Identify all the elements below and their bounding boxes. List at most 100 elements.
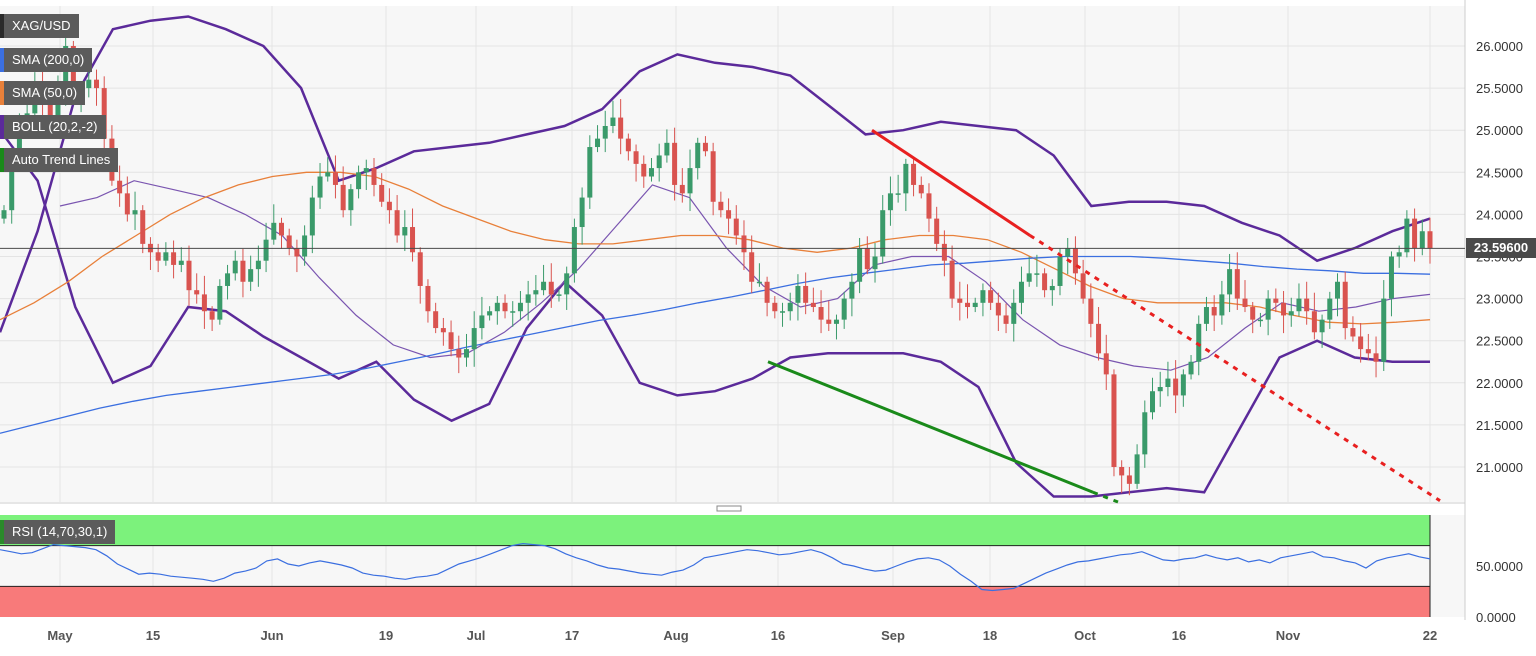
candle-body: [903, 163, 909, 194]
y-tick-label: 21.0000: [1476, 460, 1523, 475]
candle-body: [124, 193, 130, 215]
candle-body: [1142, 412, 1148, 455]
candle-body: [595, 138, 601, 148]
candle-body: [941, 243, 947, 261]
candle-body: [517, 302, 523, 312]
candle-body: [887, 193, 893, 211]
x-tick-label: 16: [771, 628, 785, 643]
candle-body: [1388, 256, 1394, 299]
legend-trend[interactable]: Auto Trend Lines: [0, 148, 119, 172]
x-tick-label: Aug: [663, 628, 688, 643]
candle-body: [826, 319, 832, 324]
candle-body: [864, 248, 870, 270]
candle-body: [155, 252, 161, 261]
candle-body: [1026, 273, 1032, 282]
candle-body: [1373, 353, 1379, 362]
candle-body: [625, 138, 631, 152]
x-tick-label: Oct: [1074, 628, 1096, 643]
rsi-line: [0, 542, 1431, 592]
candle-body: [425, 285, 431, 312]
candle-body: [525, 294, 531, 303]
candle-body: [286, 235, 292, 249]
candle-body: [787, 302, 793, 312]
y-tick-label: 24.5000: [1476, 165, 1523, 180]
candle-body: [795, 285, 801, 303]
candle-body: [718, 201, 724, 211]
legend-sma200[interactable]: SMA (200,0): [0, 48, 93, 72]
candle-body: [1111, 374, 1117, 467]
candle-body: [278, 222, 284, 236]
candle-body: [433, 311, 439, 329]
candle-body: [1157, 387, 1163, 392]
rsi-y-tick-label: 50.0000: [1476, 559, 1523, 574]
candle-body: [988, 290, 994, 303]
candle-body: [340, 184, 346, 211]
candle-body: [1065, 248, 1071, 257]
rsi-legend[interactable]: RSI (14,70,30,1): [0, 520, 116, 544]
candle-body: [1080, 273, 1086, 299]
candle-body: [541, 281, 547, 291]
legend-boll[interactable]: BOLL (20,2,-2): [0, 115, 106, 139]
candle-body: [965, 302, 971, 308]
candle-body: [587, 147, 593, 198]
candle-body: [356, 172, 362, 190]
candle-body: [186, 260, 192, 291]
candle-body: [1296, 298, 1302, 312]
candle-body: [818, 307, 824, 320]
candle-body: [1227, 269, 1233, 295]
candle-body: [1396, 252, 1402, 257]
candle-body: [1088, 298, 1094, 324]
candle-body: [641, 163, 647, 177]
candle-body: [656, 155, 662, 169]
candle-body: [1381, 298, 1387, 362]
candle-body: [171, 252, 177, 265]
candle-body: [1273, 298, 1279, 303]
candle-body: [232, 260, 238, 274]
legend-symbol-label: XAG/USD: [12, 18, 71, 33]
candle-body: [841, 298, 847, 320]
candle-body: [363, 168, 369, 173]
pane-resize-handle: [716, 505, 742, 512]
candle-body: [1250, 307, 1256, 320]
candle-body: [1319, 319, 1325, 333]
symbol-swatch: [0, 14, 4, 38]
candle-body: [726, 210, 732, 219]
candle-body: [1150, 391, 1156, 413]
y-tick-label: 22.0000: [1476, 376, 1523, 391]
candle-body: [1419, 231, 1425, 249]
candle-body: [1365, 349, 1371, 354]
candle-body: [448, 332, 454, 350]
candle-body: [1265, 298, 1271, 320]
candle-body: [695, 142, 701, 169]
candle-body: [463, 349, 469, 358]
candle-body: [756, 281, 762, 284]
sma50-swatch: [0, 81, 4, 105]
candle-body: [995, 302, 1001, 316]
candle-body: [225, 273, 231, 286]
candle-body: [163, 252, 169, 261]
candle-body: [510, 311, 516, 313]
candle-body: [1311, 311, 1317, 333]
candle-body: [1211, 307, 1217, 316]
candle-body: [1219, 294, 1225, 316]
x-tick-label: Nov: [1276, 628, 1301, 643]
candle-body: [1342, 281, 1348, 329]
candle-body: [178, 260, 184, 265]
candle-body: [1096, 323, 1102, 354]
candle-body: [957, 298, 963, 303]
rsi-swatch: [0, 520, 4, 544]
legend-sma50[interactable]: SMA (50,0): [0, 81, 86, 105]
candle-body: [556, 294, 562, 296]
candle-body: [1234, 269, 1240, 299]
x-tick-label: 15: [146, 628, 160, 643]
legend-symbol[interactable]: XAG/USD: [0, 14, 79, 38]
candle-body: [1134, 454, 1140, 484]
candle-body: [1350, 328, 1356, 337]
candle-body: [872, 256, 878, 270]
candle-body: [664, 142, 670, 156]
candle-body: [1358, 336, 1364, 350]
candle-body: [741, 235, 747, 253]
candle-body: [487, 311, 493, 316]
